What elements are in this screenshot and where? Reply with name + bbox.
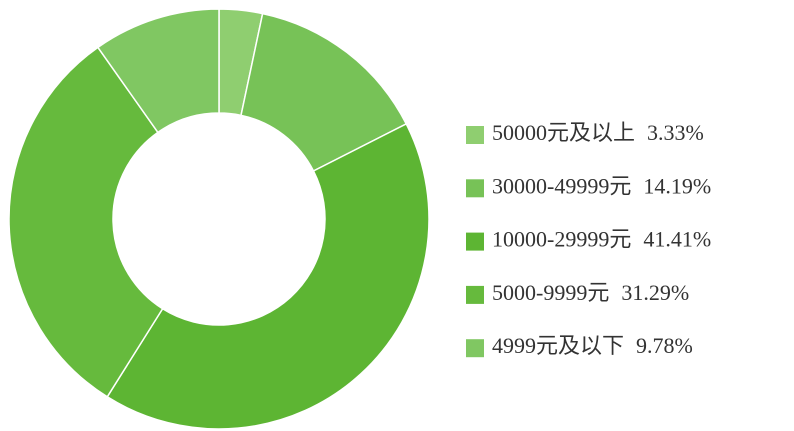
- legend-value: 9.78%: [636, 333, 693, 358]
- legend-value: 41.41%: [643, 227, 711, 252]
- legend-label: 5000-9999元 31.29%: [492, 280, 689, 305]
- donut-slice: [106, 122, 430, 430]
- legend-name: 4999元及以下: [492, 333, 624, 358]
- legend-swatch: [466, 179, 484, 198]
- legend-swatch: [466, 339, 484, 358]
- legend-label: 10000-29999元 41.41%: [492, 227, 711, 252]
- legend-name: 30000-49999元: [492, 173, 631, 198]
- legend-value: 3.33%: [647, 120, 704, 145]
- legend-label: 4999元及以下 9.78%: [492, 333, 693, 358]
- legend-swatch: [466, 285, 484, 304]
- donut-slice: [96, 8, 220, 134]
- legend-value: 14.19%: [643, 173, 711, 198]
- legend-swatch: [466, 232, 484, 251]
- legend-swatch: [466, 126, 484, 144]
- legend-name: 5000-9999元: [492, 280, 609, 305]
- legend-label: 30000-49999元 14.19%: [492, 173, 711, 198]
- legend-name: 50000元及以上: [492, 120, 635, 145]
- legend-name: 10000-29999元: [492, 227, 631, 252]
- legend-value: 31.29%: [621, 280, 689, 305]
- donut-slice: [8, 46, 164, 398]
- legend-label: 50000元及以上 3.33%: [492, 120, 704, 145]
